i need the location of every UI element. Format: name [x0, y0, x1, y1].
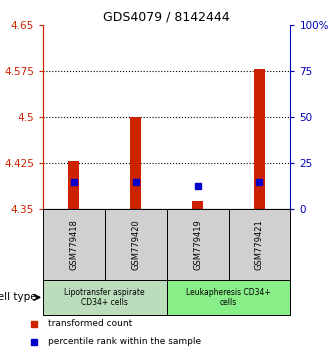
Bar [167, 209, 228, 280]
Bar [68, 161, 80, 209]
Title: GDS4079 / 8142444: GDS4079 / 8142444 [103, 11, 230, 24]
Bar [192, 201, 203, 209]
Text: percentile rank within the sample: percentile rank within the sample [48, 337, 201, 346]
Text: cell type: cell type [0, 292, 36, 302]
Text: GSM779419: GSM779419 [193, 219, 202, 270]
Text: Lipotransfer aspirate
CD34+ cells: Lipotransfer aspirate CD34+ cells [64, 288, 145, 307]
Text: GSM779418: GSM779418 [69, 219, 78, 270]
Text: Leukapheresis CD34+
cells: Leukapheresis CD34+ cells [186, 288, 271, 307]
Text: GSM779421: GSM779421 [255, 219, 264, 270]
Bar [105, 209, 167, 280]
Bar [43, 280, 167, 315]
Bar [167, 280, 290, 315]
Text: transformed count: transformed count [48, 319, 132, 329]
Bar [43, 209, 105, 280]
Text: GSM779420: GSM779420 [131, 219, 140, 270]
Bar [130, 117, 141, 209]
Bar [228, 209, 290, 280]
Bar [254, 69, 265, 209]
